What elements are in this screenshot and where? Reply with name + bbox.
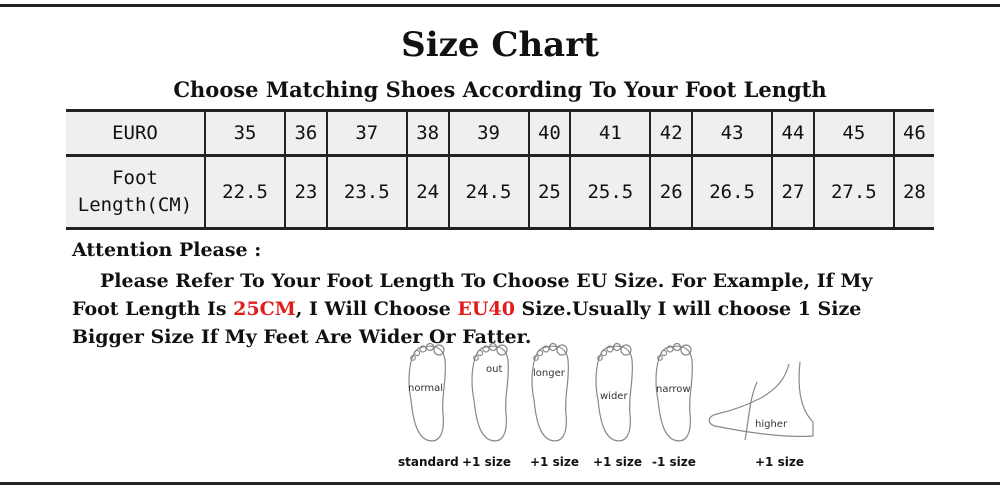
- foot-label: higher: [755, 419, 788, 430]
- size-table: EURO 35 36 37 38 39 40 41 42 43 44 45 46 Foot Length…: [66, 109, 934, 230]
- foot-size-caption: +1 size: [462, 455, 511, 469]
- foot-length-cell: 24.5: [447, 154, 530, 230]
- page-title: Size Chart: [401, 25, 599, 65]
- euro-header: EURO: [66, 109, 206, 157]
- foot-label: wider: [600, 391, 628, 402]
- foot-label: normal: [408, 383, 444, 394]
- foot-size-caption: +1 size: [530, 455, 579, 469]
- foot-length-cell: 24: [405, 154, 450, 230]
- foot-length-cell: 23: [284, 154, 328, 230]
- euro-size-cell: 36: [284, 109, 328, 157]
- foot-normal-icon: [405, 340, 451, 456]
- euro-size-cell: 41: [569, 109, 652, 157]
- text-part: Size.Usually I will choose 1 Size Bigger…: [72, 298, 862, 348]
- euro-row: EURO 35 36 37 38 39 40 41 42 43 44 45 46: [66, 109, 934, 157]
- highlight-eu-size: EU40: [457, 298, 515, 320]
- foot-out-icon: [468, 340, 514, 456]
- foot-length-cell: 27.5: [812, 154, 895, 230]
- header-line-1: Foot: [112, 167, 158, 189]
- text-part: , I Will Choose: [295, 298, 458, 320]
- euro-size-cell: 38: [405, 109, 450, 157]
- euro-size-cell: 46: [892, 109, 934, 157]
- foot-wider-icon: [592, 340, 638, 456]
- euro-size-cell: 39: [447, 109, 530, 157]
- attention-heading: Attention Please :: [72, 239, 262, 261]
- foot-length-cell: 22.5: [203, 154, 287, 230]
- foot-length-cell: 26: [649, 154, 694, 230]
- foot-length-cell: 23.5: [325, 154, 408, 230]
- foot-length-row: Foot Length(CM) 22.5 23 23.5 24 24.5 25 25.5 26 2…: [66, 154, 934, 230]
- foot-size-caption: standard: [398, 455, 459, 469]
- euro-size-cell: 35: [203, 109, 287, 157]
- header-line-2: Length(CM): [77, 194, 193, 216]
- highlight-foot-length: 25CM: [233, 298, 296, 320]
- foot-label: narrow: [656, 384, 691, 395]
- euro-size-cell: 42: [649, 109, 694, 157]
- foot-size-caption: -1 size: [652, 455, 696, 469]
- foot-length-cell: 26.5: [691, 154, 774, 230]
- foot-label: out: [486, 364, 503, 375]
- text-part: Please Refer To Your Foot Length To Choo…: [72, 270, 873, 320]
- foot-length-cell: 25.5: [569, 154, 652, 230]
- top-divider: [0, 4, 1000, 7]
- foot-size-caption: +1 size: [593, 455, 642, 469]
- foot-narrow-icon: [652, 340, 698, 456]
- foot-label: longer: [533, 368, 565, 379]
- bottom-divider: [0, 482, 1000, 485]
- euro-size-cell: 44: [771, 109, 815, 157]
- foot-length-cell: 25: [527, 154, 572, 230]
- attention-text: Please Refer To Your Foot Length To Choo…: [72, 267, 922, 351]
- foot-length-cell: 28: [892, 154, 934, 230]
- foot-length-header: Foot Length(CM): [66, 154, 206, 230]
- euro-size-cell: 43: [691, 109, 774, 157]
- foot-higher-icon: [705, 360, 825, 444]
- euro-size-cell: 37: [325, 109, 408, 157]
- page-subtitle: Choose Matching Shoes According To Your …: [173, 77, 827, 102]
- foot-longer-icon: [528, 340, 574, 456]
- euro-size-cell: 40: [527, 109, 572, 157]
- foot-length-cell: 27: [771, 154, 815, 230]
- euro-size-cell: 45: [812, 109, 895, 157]
- foot-size-caption: +1 size: [755, 455, 804, 469]
